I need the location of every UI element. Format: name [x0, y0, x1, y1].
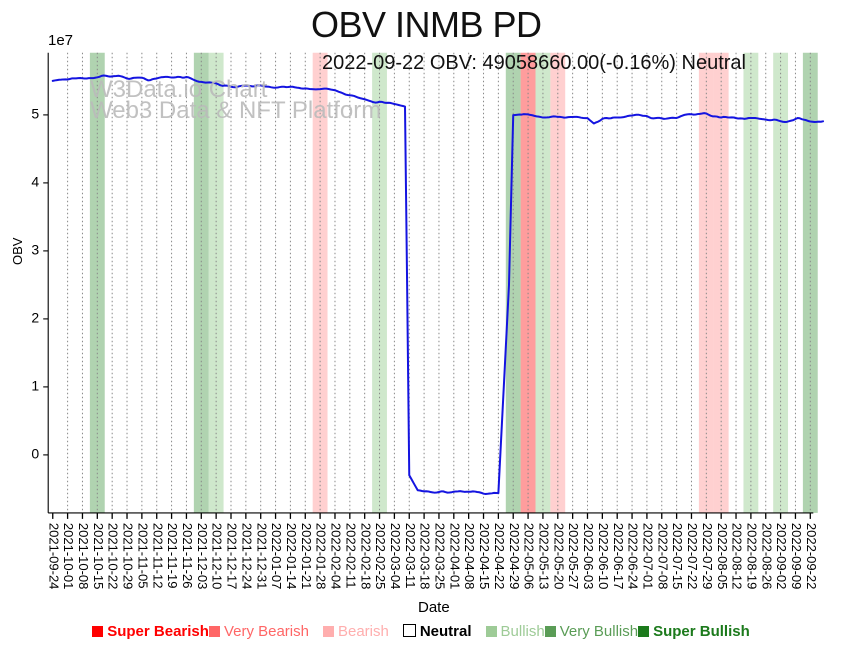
svg-text:2022-03-04: 2022-03-04: [388, 523, 403, 590]
svg-text:2021-10-29: 2021-10-29: [121, 523, 136, 590]
svg-text:2022-05-13: 2022-05-13: [536, 523, 551, 590]
svg-text:2022-08-26: 2022-08-26: [759, 523, 774, 590]
svg-text:2022-08-12: 2022-08-12: [730, 523, 745, 590]
svg-text:2021-10-08: 2021-10-08: [76, 523, 91, 590]
svg-text:2022-01-14: 2022-01-14: [284, 523, 299, 590]
svg-text:4: 4: [31, 174, 39, 190]
svg-text:2022-06-03: 2022-06-03: [581, 523, 596, 590]
svg-text:2022-07-15: 2022-07-15: [670, 523, 685, 590]
svg-text:2021-11-05: 2021-11-05: [135, 523, 150, 589]
svg-text:2022-09-22: 2022-09-22: [804, 523, 819, 590]
svg-text:2021-12-31: 2021-12-31: [254, 523, 269, 590]
svg-text:2021-09-24: 2021-09-24: [46, 523, 61, 590]
svg-text:2021-11-26: 2021-11-26: [180, 523, 195, 589]
svg-text:2022-04-22: 2022-04-22: [492, 523, 507, 590]
svg-text:2022-07-01: 2022-07-01: [640, 523, 655, 590]
svg-text:2021-11-19: 2021-11-19: [165, 523, 180, 589]
svg-text:2: 2: [31, 310, 39, 326]
svg-text:2021-11-12: 2021-11-12: [150, 523, 165, 589]
svg-text:2021-12-10: 2021-12-10: [210, 523, 225, 590]
svg-text:2022-07-29: 2022-07-29: [700, 523, 715, 590]
svg-text:2021-12-24: 2021-12-24: [239, 523, 254, 590]
svg-text:2022-02-11: 2022-02-11: [343, 523, 358, 589]
svg-text:2022-03-18: 2022-03-18: [418, 523, 433, 590]
svg-text:2022-01-28: 2022-01-28: [314, 523, 329, 590]
svg-text:2022-03-11: 2022-03-11: [403, 523, 418, 589]
svg-text:1: 1: [31, 378, 39, 394]
svg-text:3: 3: [31, 242, 39, 258]
svg-text:2022-09-02: 2022-09-02: [774, 523, 789, 590]
svg-text:2022-09-09: 2022-09-09: [789, 523, 804, 590]
svg-text:2022-04-29: 2022-04-29: [507, 523, 522, 590]
svg-text:2021-10-22: 2021-10-22: [106, 523, 121, 590]
svg-text:2022-02-18: 2022-02-18: [358, 523, 373, 590]
svg-text:2021-12-17: 2021-12-17: [225, 523, 240, 590]
svg-text:2022-05-06: 2022-05-06: [522, 523, 537, 590]
svg-text:2022-06-10: 2022-06-10: [596, 523, 611, 590]
svg-text:2022-06-17: 2022-06-17: [611, 523, 626, 590]
svg-text:2022-07-08: 2022-07-08: [655, 523, 670, 590]
svg-text:2021-10-01: 2021-10-01: [61, 523, 76, 590]
svg-text:5: 5: [31, 106, 39, 122]
svg-text:2022-02-04: 2022-02-04: [329, 523, 344, 590]
svg-text:2022-08-05: 2022-08-05: [715, 523, 730, 590]
svg-text:2022-04-01: 2022-04-01: [447, 523, 462, 590]
svg-text:2022-02-25: 2022-02-25: [373, 523, 388, 590]
svg-text:2022-01-07: 2022-01-07: [269, 523, 284, 590]
svg-text:2022-04-15: 2022-04-15: [477, 523, 492, 590]
svg-text:2022-04-08: 2022-04-08: [462, 523, 477, 590]
svg-text:2022-07-22: 2022-07-22: [685, 523, 700, 590]
svg-text:2021-10-15: 2021-10-15: [91, 523, 106, 590]
svg-text:0: 0: [31, 446, 39, 462]
svg-text:2022-03-25: 2022-03-25: [433, 523, 448, 590]
svg-text:2022-01-21: 2022-01-21: [299, 523, 314, 590]
svg-text:2022-06-24: 2022-06-24: [626, 523, 641, 590]
svg-text:2022-08-19: 2022-08-19: [744, 523, 759, 590]
svg-text:2021-12-03: 2021-12-03: [195, 523, 210, 590]
svg-text:2022-05-27: 2022-05-27: [566, 523, 581, 590]
svg-text:2022-05-20: 2022-05-20: [551, 523, 566, 590]
